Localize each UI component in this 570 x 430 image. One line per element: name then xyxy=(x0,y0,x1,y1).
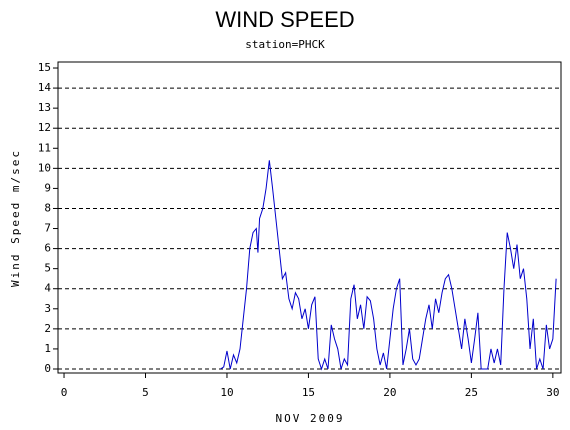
x-axis-label: NOV 2009 xyxy=(276,412,345,425)
x-tick-label: 10 xyxy=(220,386,233,399)
y-tick-label: 10 xyxy=(38,161,51,174)
chart-title: WIND SPEED xyxy=(215,7,354,32)
y-tick-label: 8 xyxy=(44,201,51,214)
y-axis-label: Wind Speed m/sec xyxy=(9,149,22,287)
x-tick-label: 20 xyxy=(383,386,396,399)
y-tick-label: 4 xyxy=(44,282,51,295)
y-tick-label: 0 xyxy=(44,362,51,375)
y-tick-label: 7 xyxy=(44,222,51,235)
y-tick-label: 14 xyxy=(38,81,52,94)
y-tick-label: 9 xyxy=(44,181,51,194)
y-tick-label: 12 xyxy=(38,121,51,134)
x-tick-label: 15 xyxy=(302,386,315,399)
y-tick-label: 3 xyxy=(44,302,51,315)
y-tick-label: 2 xyxy=(44,322,51,335)
y-tick-label: 11 xyxy=(38,141,51,154)
x-tick-label: 5 xyxy=(142,386,149,399)
x-tick-label: 30 xyxy=(546,386,559,399)
chart-subtitle: station=PHCK xyxy=(245,38,325,51)
y-tick-label: 13 xyxy=(38,101,51,114)
plot-frame xyxy=(57,61,562,374)
y-tick-label: 1 xyxy=(44,342,51,355)
wind-line xyxy=(220,160,557,371)
y-tick-label: 6 xyxy=(44,242,51,255)
y-tick-label: 5 xyxy=(44,262,51,275)
x-tick-label: 0 xyxy=(61,386,68,399)
x-tick-label: 25 xyxy=(465,386,478,399)
y-tick-label: 15 xyxy=(38,61,51,74)
